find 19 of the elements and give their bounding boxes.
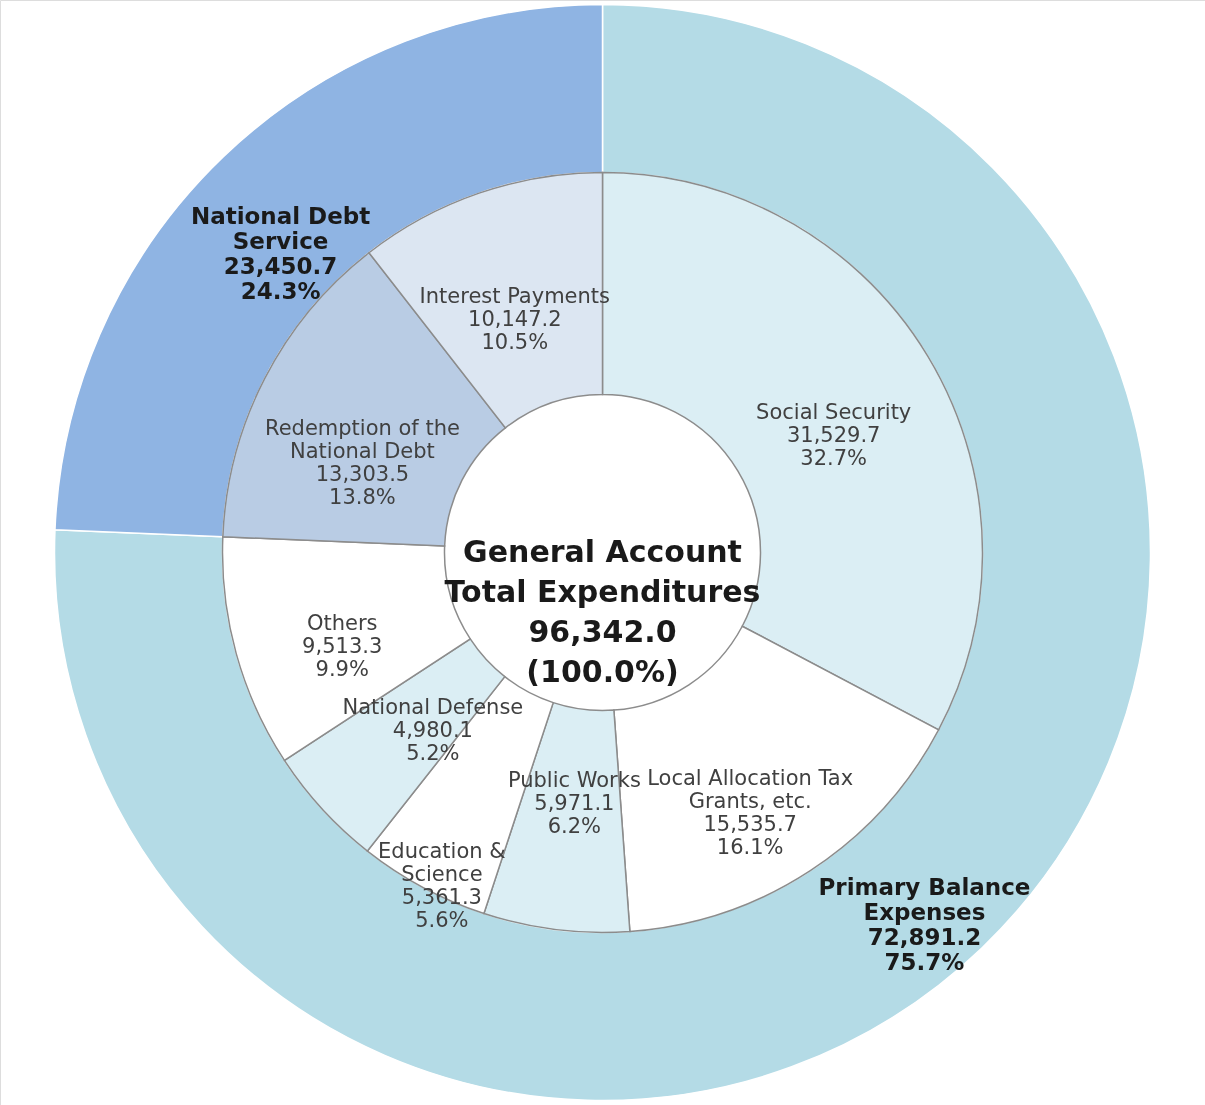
- donut-slice: [54, 3, 1152, 1101]
- data-label: 23,450.7 24.3%: [223, 252, 338, 304]
- slice-label: Others: [306, 611, 378, 636]
- slice-label: National Debt Service: [190, 202, 371, 254]
- slice-label: Social Security: [756, 400, 912, 425]
- data-label: 5,361.3 5.6%: [401, 885, 482, 933]
- data-label: 9,513.3 9.9%: [302, 634, 383, 682]
- data-label: 31,529.7 32.7%: [786, 423, 881, 471]
- slice-label: Local Allocation Tax Grants, etc.: [647, 765, 854, 813]
- slice-label: Education & Science: [378, 839, 506, 887]
- text: General Account Total Expenditures 96,342.0 (100.0%): [444, 533, 761, 689]
- slice-label: Public Works: [507, 767, 641, 792]
- slice-label: Primary Balance Expenses: [818, 874, 1031, 926]
- data-label: 10,147.2 10.5%: [468, 307, 562, 355]
- data-label: 72,891.2 75.7%: [867, 924, 982, 976]
- data-label: 15,535.7 16.1%: [703, 811, 797, 859]
- data-label: 5,971.1 6.2%: [534, 790, 615, 838]
- slice-label: Redemption of the National Debt: [264, 415, 460, 463]
- data-label: 13,303.5 13.8%: [315, 461, 410, 509]
